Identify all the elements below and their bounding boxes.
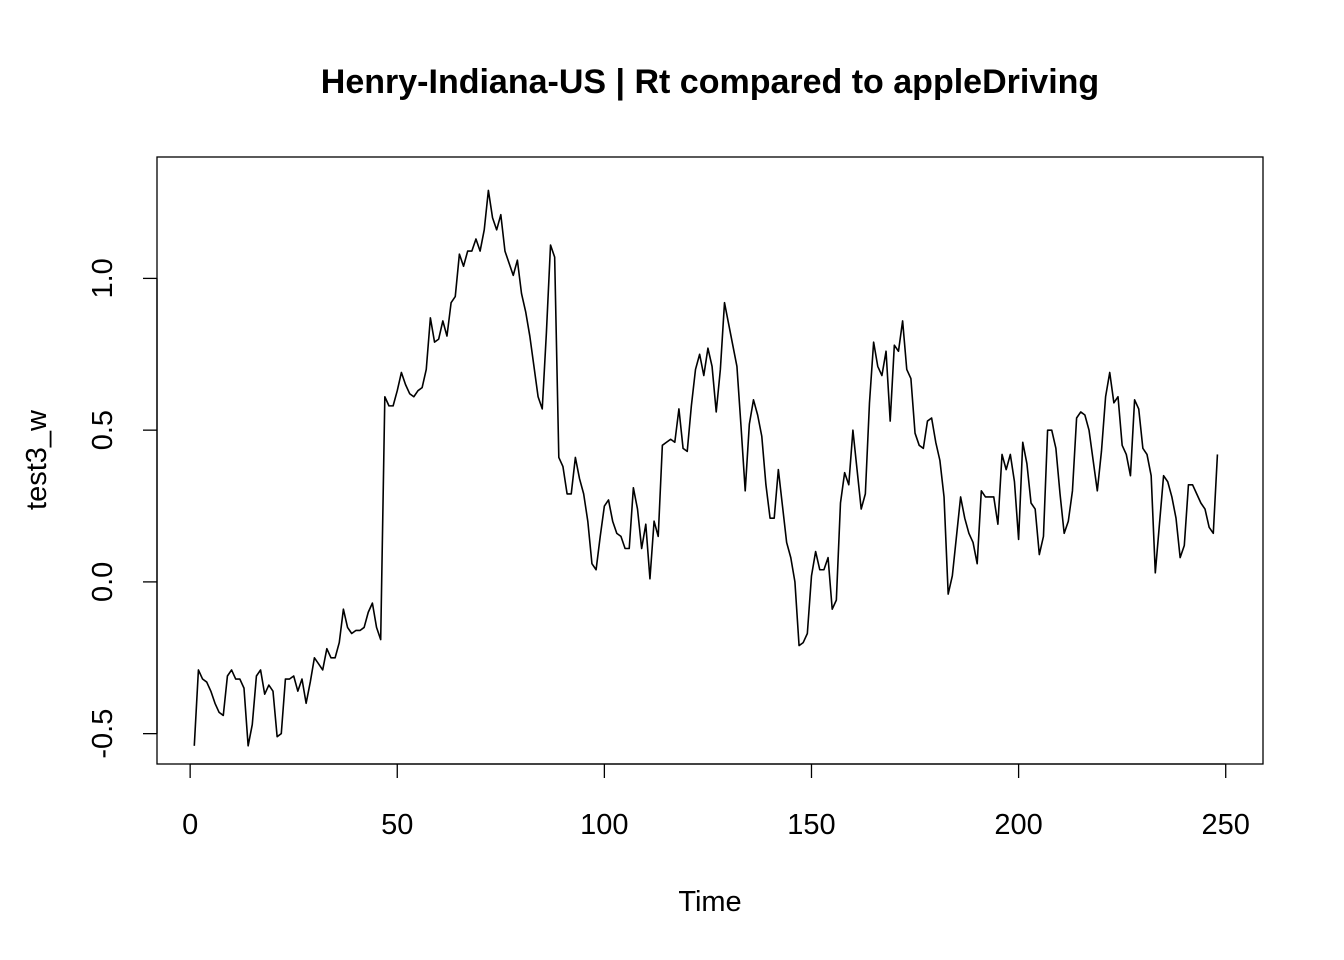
x-axis-label: Time [678, 886, 741, 918]
series-line [193, 189, 1219, 747]
y-axis-label: test3_w [21, 409, 53, 510]
chart-title: Henry-Indiana-US | Rt compared to appleD… [321, 63, 1099, 101]
x-tick-label: 0 [182, 809, 198, 841]
y-axis: -0.5 0.0 0.5 1.0 [87, 258, 158, 759]
x-tick-label: 50 [381, 809, 413, 841]
plot-frame [156, 156, 1264, 765]
y-tick-label: 0.0 [87, 562, 119, 602]
x-tick-label: 200 [994, 809, 1042, 841]
series-layer [193, 189, 1219, 747]
y-tick-label: 1.0 [87, 258, 119, 298]
y-tick-label: -0.5 [87, 709, 119, 759]
x-axis: 0 50 100 150 200 250 [182, 763, 1250, 841]
x-tick-label: 250 [1202, 809, 1250, 841]
x-tick-label: 100 [580, 809, 628, 841]
x-tick-label: 150 [787, 809, 835, 841]
y-tick-label: 0.5 [87, 410, 119, 450]
